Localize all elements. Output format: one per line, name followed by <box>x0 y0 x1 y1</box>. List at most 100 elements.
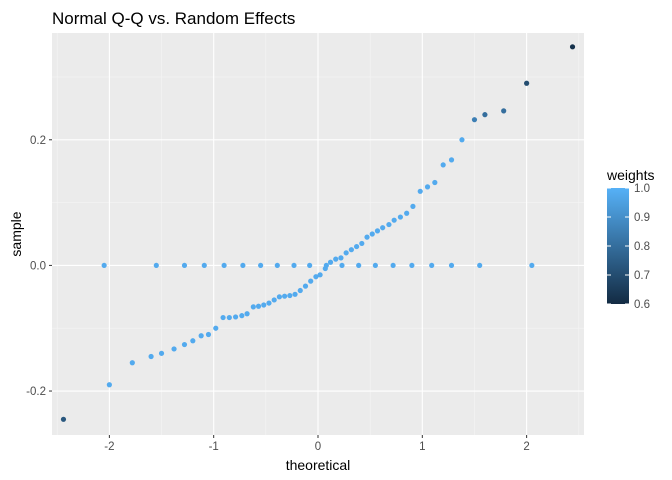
data-point <box>339 262 345 269</box>
chart-title: Normal Q-Q vs. Random Effects <box>52 9 295 28</box>
data-point <box>440 162 446 168</box>
data-point <box>261 302 267 308</box>
data-point <box>221 262 227 269</box>
data-point <box>302 283 309 289</box>
data-point <box>282 293 288 299</box>
data-point <box>404 210 410 216</box>
data-point <box>409 262 415 269</box>
data-point <box>307 262 313 269</box>
data-point <box>397 214 404 220</box>
major-gridlines <box>52 33 584 435</box>
data-point <box>308 278 314 284</box>
data-point <box>380 225 386 231</box>
data-point <box>101 262 107 269</box>
data-point <box>274 262 280 269</box>
data-point <box>374 228 381 234</box>
data-point <box>60 416 67 422</box>
data-point <box>356 262 362 269</box>
x-axis-ticks: -2 -1 0 1 2 <box>104 435 530 453</box>
data-point <box>459 137 465 143</box>
data-point <box>338 255 344 261</box>
y-tick-label: 0.0 <box>30 260 46 272</box>
data-point <box>292 291 298 297</box>
data-point <box>424 184 431 190</box>
y-tick-label: 0.2 <box>30 135 46 147</box>
data-point <box>448 262 455 269</box>
x-tick-label: 1 <box>419 441 425 453</box>
legend-label: 0.7 <box>634 270 650 282</box>
y-tick-label: -0.2 <box>26 386 46 398</box>
data-point <box>359 240 365 247</box>
data-point <box>529 262 535 269</box>
data-point <box>471 117 478 123</box>
data-point <box>226 314 232 321</box>
data-point <box>153 262 159 269</box>
x-tick-label: 2 <box>523 441 529 453</box>
data-point <box>213 325 219 331</box>
data-point <box>333 256 339 262</box>
y-axis-ticks: -0.2 0.0 0.2 <box>26 135 52 398</box>
data-point <box>477 262 483 269</box>
data-point <box>106 382 112 388</box>
data-point <box>258 262 264 269</box>
data-point <box>501 108 507 114</box>
data-point <box>364 234 370 240</box>
data-point <box>323 262 329 269</box>
data-point <box>276 294 283 300</box>
x-tick-label: -1 <box>209 441 219 453</box>
data-point <box>348 247 354 253</box>
data-point <box>171 346 177 352</box>
data-point <box>343 250 349 256</box>
data-point <box>317 272 323 278</box>
data-point <box>266 300 272 306</box>
data-point <box>327 259 334 265</box>
data-point <box>386 221 392 228</box>
data-point <box>372 262 378 269</box>
y-axis-title: sample <box>8 211 24 256</box>
data-point <box>429 262 435 269</box>
data-points <box>60 44 576 422</box>
data-point <box>353 243 360 250</box>
legend-label: 0.6 <box>634 299 650 311</box>
data-point <box>129 360 135 366</box>
legend: weights 0.6 0.7 0.8 0.9 1.0 <box>606 167 654 311</box>
legend-label: 0.8 <box>634 241 650 253</box>
data-point <box>240 262 246 269</box>
legend-ticks: 0.6 0.7 0.8 0.9 1.0 <box>607 183 650 311</box>
data-point <box>391 217 397 223</box>
data-point <box>201 262 207 269</box>
data-point <box>291 262 297 269</box>
data-point <box>369 231 375 237</box>
data-point <box>148 353 154 360</box>
data-point <box>271 297 277 303</box>
data-point <box>181 341 188 348</box>
data-point <box>198 333 204 339</box>
data-point <box>297 287 303 294</box>
data-point <box>232 314 239 320</box>
x-tick-label: -2 <box>104 441 114 453</box>
data-point <box>205 331 212 338</box>
legend-colorbar <box>607 188 629 304</box>
data-point <box>482 112 488 118</box>
data-point <box>244 311 250 317</box>
data-point <box>524 80 530 86</box>
data-point <box>417 188 423 194</box>
legend-label: 1.0 <box>634 183 650 195</box>
data-point <box>569 44 576 50</box>
data-point <box>250 304 256 310</box>
data-point <box>390 262 396 269</box>
data-point <box>220 314 226 321</box>
x-axis-title: theoretical <box>286 457 351 473</box>
data-point <box>432 179 438 186</box>
legend-title: weights <box>606 167 654 183</box>
x-tick-label: 0 <box>315 441 321 453</box>
data-point <box>287 292 293 299</box>
data-point <box>239 313 245 319</box>
data-point <box>313 274 319 280</box>
data-point <box>410 203 416 209</box>
legend-label: 0.9 <box>634 212 650 224</box>
data-point <box>190 338 196 344</box>
data-point <box>181 262 188 269</box>
data-point <box>255 303 262 309</box>
